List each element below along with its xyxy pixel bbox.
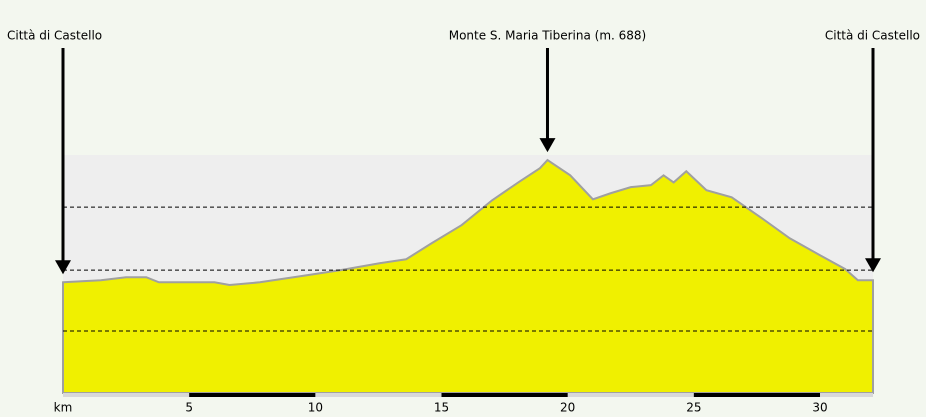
x-tick-label: 30 [812,401,827,415]
x-tick-label: 15 [434,401,449,415]
x-tick-label: 5 [185,401,193,415]
area [62,158,874,394]
x-axis-segment [693,393,821,397]
annotation-label: Città di Castello [7,29,102,43]
annotation-arrowhead [865,258,881,273]
x-tick-label: 20 [560,401,575,415]
annotation-arrowhead [539,138,556,153]
x-axis-segment [189,393,316,397]
x-tick-label: 10 [308,401,323,415]
annotation-label: Monte S. Maria Tiberina (m. 688) [449,29,647,43]
x-tick-label: 25 [686,401,701,415]
x-tick-label: km [54,401,73,415]
x-axis-segment [441,393,568,397]
annotation-arrowhead [55,260,71,275]
annotation-label: Città di Castello [825,29,920,43]
